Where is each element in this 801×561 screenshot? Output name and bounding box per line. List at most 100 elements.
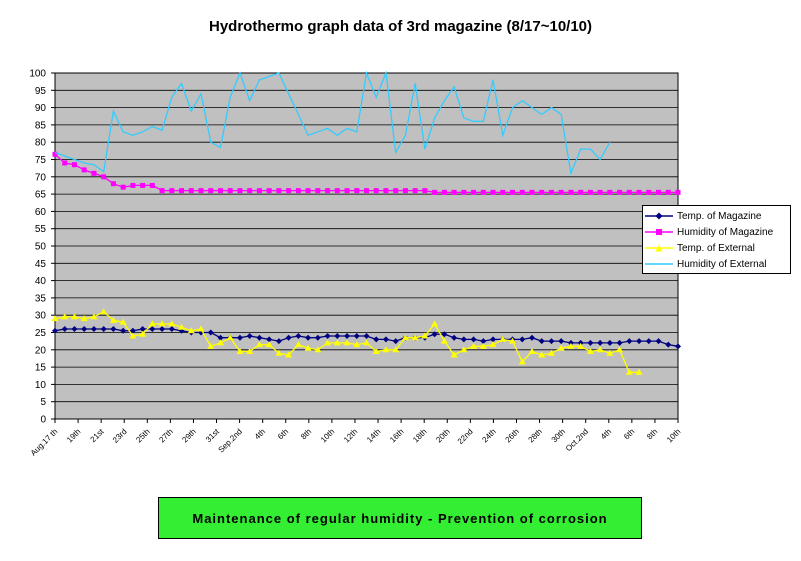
legend-item-humidity-magazine: Humidity of Magazine xyxy=(645,224,790,240)
data-point xyxy=(432,189,438,195)
data-point xyxy=(568,189,574,195)
data-point xyxy=(617,189,623,195)
series-3 xyxy=(54,70,611,176)
data-point xyxy=(538,338,545,345)
data-point xyxy=(265,341,273,348)
y-tick-label: 90 xyxy=(35,103,47,114)
data-point xyxy=(159,188,165,194)
data-point xyxy=(450,351,458,358)
data-point xyxy=(207,342,215,349)
y-tick-label: 65 xyxy=(35,190,47,201)
data-point xyxy=(489,341,497,348)
y-tick-label: 20 xyxy=(35,345,47,356)
data-point xyxy=(168,326,175,333)
data-point xyxy=(383,188,389,194)
legend-label-temp-external: Temp. of External xyxy=(677,242,755,254)
legend-swatch-humidity-external xyxy=(645,263,673,265)
data-point xyxy=(510,189,516,195)
data-point xyxy=(120,184,126,190)
data-point xyxy=(110,326,117,333)
data-point xyxy=(90,313,98,320)
data-point xyxy=(236,334,243,341)
data-point xyxy=(314,346,322,353)
data-point xyxy=(625,368,633,375)
data-point xyxy=(441,331,448,338)
x-tick-label: 31st xyxy=(204,427,222,445)
data-point xyxy=(645,338,652,345)
data-point xyxy=(539,189,545,195)
data-point xyxy=(207,329,214,336)
data-point xyxy=(305,334,312,341)
data-point xyxy=(518,358,526,365)
data-point xyxy=(656,189,662,195)
x-tick-label: 30th xyxy=(550,427,567,444)
data-point xyxy=(635,368,643,375)
legend: Temp. of Magazine Humidity of Magazine T… xyxy=(642,205,791,274)
data-point xyxy=(305,188,311,194)
series-2 xyxy=(51,308,643,375)
x-tick-label: 21st xyxy=(89,427,107,445)
data-point xyxy=(675,343,681,350)
data-point xyxy=(460,346,468,353)
y-tick-label: 70 xyxy=(35,172,47,183)
data-point xyxy=(382,346,390,353)
data-point xyxy=(665,189,671,195)
legend-item-temp-magazine: Temp. of Magazine xyxy=(645,208,790,224)
data-point xyxy=(665,341,672,348)
data-point xyxy=(499,335,507,342)
data-point xyxy=(451,189,457,195)
x-tick-label: 26th xyxy=(504,427,521,444)
data-point xyxy=(577,342,585,349)
data-point xyxy=(567,342,575,349)
x-tick-label: 27th xyxy=(157,427,174,444)
data-point xyxy=(558,189,564,195)
x-tick-label: 25th xyxy=(134,427,151,444)
data-point xyxy=(237,188,243,194)
data-point xyxy=(159,326,166,333)
data-point xyxy=(372,348,380,355)
data-point xyxy=(295,188,301,194)
data-point xyxy=(315,188,321,194)
y-tick-label: 25 xyxy=(35,328,47,339)
data-point xyxy=(509,337,517,344)
data-point xyxy=(402,188,408,194)
data-point xyxy=(80,315,88,322)
x-tick-label: 8th xyxy=(299,427,313,441)
data-point xyxy=(217,334,224,341)
data-point xyxy=(325,188,331,194)
data-point xyxy=(217,188,223,194)
data-point xyxy=(256,334,263,341)
data-point xyxy=(285,351,293,358)
data-point xyxy=(81,326,88,333)
data-point xyxy=(606,339,613,346)
y-tick-label: 35 xyxy=(35,293,47,304)
data-point xyxy=(557,344,565,351)
data-point xyxy=(597,339,604,346)
data-point xyxy=(528,334,535,341)
y-axis-ticks: 0 5 10 15 20 25 30 35 40 45 50 55 60 65 70 75 80 85 90 95 10… xyxy=(29,69,55,426)
data-point xyxy=(324,339,332,346)
series-1 xyxy=(52,151,681,195)
data-point xyxy=(169,188,175,194)
chart-title: Hydrothermo graph data of 3rd magazine (… xyxy=(208,18,593,35)
y-tick-label: 5 xyxy=(40,397,46,408)
data-point xyxy=(334,332,341,339)
data-point xyxy=(616,339,623,346)
data-point xyxy=(119,318,127,325)
data-point xyxy=(344,332,351,339)
x-tick-label: 4th xyxy=(599,427,613,441)
data-point xyxy=(51,315,59,322)
y-tick-label: 85 xyxy=(35,120,47,131)
x-tick-label: 16th xyxy=(388,427,405,444)
data-point xyxy=(295,332,302,339)
data-point xyxy=(120,327,127,334)
x-tick-label: Oct.2nd xyxy=(564,427,590,453)
data-point xyxy=(71,326,78,333)
data-point xyxy=(655,338,662,345)
data-point xyxy=(110,181,116,187)
data-point xyxy=(412,188,418,194)
x-tick-label: 8th xyxy=(645,427,659,441)
data-point xyxy=(471,189,477,195)
series-lines xyxy=(51,70,681,375)
